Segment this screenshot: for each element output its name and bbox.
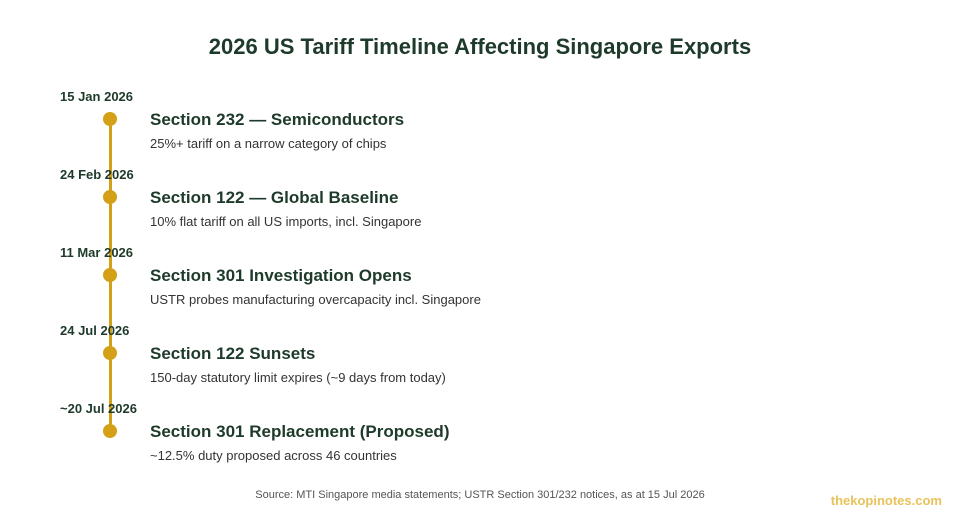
event-heading: Section 122 — Global Baseline	[150, 188, 399, 207]
event-heading: Section 122 Sunsets	[150, 344, 316, 363]
watermark: thekopinotes.com	[830, 493, 942, 508]
timeline-dot	[103, 424, 117, 438]
timeline-event: 15 Jan 2026 Section 232 — Semiconductors…	[0, 89, 960, 167]
timeline-dot	[103, 346, 117, 360]
event-description: 10% flat tariff on all US imports, incl.…	[150, 214, 422, 229]
timeline-event: 11 Mar 2026 Section 301 Investigation Op…	[0, 245, 960, 323]
timeline-dot	[103, 112, 117, 126]
event-heading: Section 232 — Semiconductors	[150, 110, 405, 129]
event-date: 24 Jul 2026	[60, 323, 130, 338]
event-description: 25%+ tariff on a narrow category of chip…	[150, 136, 387, 151]
timeline-event: 24 Feb 2026 Section 122 — Global Baselin…	[0, 167, 960, 245]
event-heading: Section 301 Investigation Opens	[150, 266, 412, 285]
event-description: ~12.5% duty proposed across 46 countries	[150, 448, 397, 463]
timeline-event: 24 Jul 2026 Section 122 Sunsets 150-day …	[0, 323, 960, 401]
page-title: 2026 US Tariff Timeline Affecting Singap…	[208, 34, 752, 59]
timeline-event: ~20 Jul 2026 Section 301 Replacement (Pr…	[0, 401, 960, 479]
event-date: 24 Feb 2026	[60, 167, 134, 182]
event-description: 150-day statutory limit expires (~9 days…	[150, 370, 446, 385]
event-date: 11 Mar 2026	[60, 245, 134, 260]
timeline-dot	[103, 268, 117, 282]
event-date: ~20 Jul 2026	[60, 401, 137, 416]
source-note: Source: MTI Singapore media statements; …	[255, 489, 705, 501]
event-date: 15 Jan 2026	[60, 89, 134, 104]
timeline-dot	[103, 190, 117, 204]
event-description: USTR probes manufacturing overcapacity i…	[150, 292, 481, 307]
event-heading: Section 301 Replacement (Proposed)	[150, 422, 450, 441]
